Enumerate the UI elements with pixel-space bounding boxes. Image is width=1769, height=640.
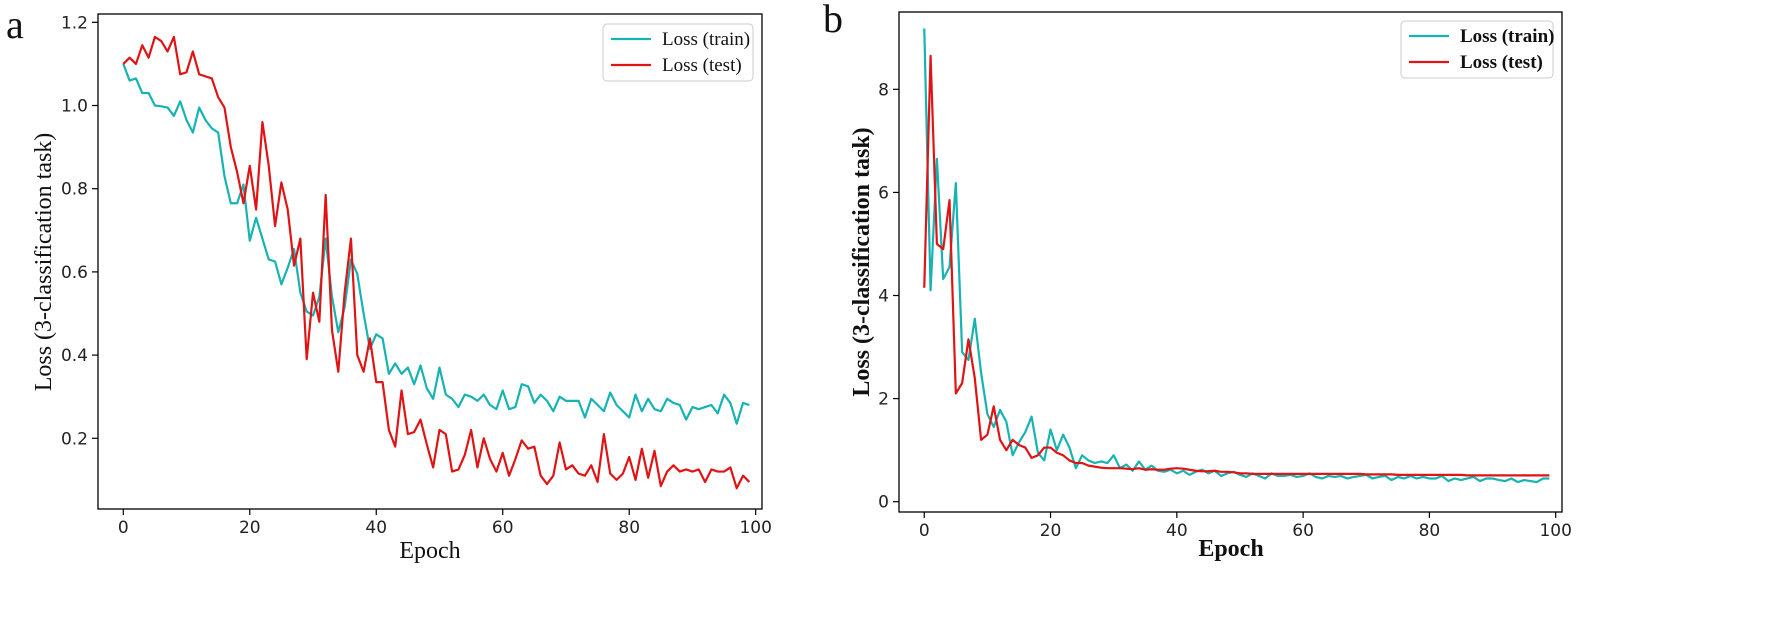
- panel-b-legend-train-label: Loss (train): [1460, 26, 1554, 47]
- panel-b-y-tick-label: 4: [878, 287, 889, 307]
- panel-a-letter: a: [6, 2, 24, 47]
- panel-b-train-loss-line: [923, 28, 1550, 484]
- panel-a-legend-test-label: Loss (test): [662, 55, 742, 76]
- panel-b-axes-frame: [898, 11, 1563, 513]
- panel-a-y-tick-label: 0.8: [61, 180, 88, 200]
- panel-b-y-tick-label: 2: [878, 390, 889, 410]
- panel-a-y-tick-label: 1.2: [61, 13, 88, 33]
- panel-a-x-tick-label: 20: [239, 518, 261, 538]
- panel-b-x-axis-label: Epoch: [1198, 536, 1263, 562]
- panel-b-y-tick-label: 0: [878, 493, 889, 513]
- panel-b-y-tick-label: 6: [878, 183, 889, 203]
- panel-b-test-loss-line: [923, 54, 1550, 477]
- panel-a-y-tick-label: 0.2: [61, 429, 88, 449]
- panel-b-letter: b: [823, 0, 843, 41]
- panel-a: a 0 20 40 60 80 100 0.2 0.4 0.6 0.8 1.0 1.2 Epoch L…: [6, 2, 772, 564]
- panel-b-ticks: 0 20 40 60 80 100 0 2 4 6 8: [878, 80, 1572, 541]
- panel-a-x-tick-label: 40: [365, 518, 387, 538]
- panel-b-x-tick-label: 80: [1419, 521, 1441, 541]
- panel-b: b 0 20 40 60 80 100 0 2 4 6 8 Epoch Loss (3-classi…: [823, 0, 1572, 562]
- panel-a-train-loss-line: [122, 63, 750, 425]
- panel-a-x-axis-label: Epoch: [399, 538, 460, 564]
- panel-a-x-tick-label: 0: [118, 518, 129, 538]
- panel-b-x-tick-label: 40: [1166, 521, 1188, 541]
- panel-a-y-tick-label: 1.0: [61, 97, 88, 117]
- panel-b-x-tick-label: 0: [919, 521, 930, 541]
- panel-b-x-tick-label: 60: [1292, 521, 1314, 541]
- panel-b-y-axis-label: Loss (3-classification task): [849, 127, 875, 396]
- panel-a-series: [122, 35, 751, 490]
- panel-a-y-tick-label: 0.4: [61, 346, 88, 366]
- panel-b-x-tick-label: 100: [1539, 521, 1571, 541]
- panel-a-test-loss-line: [122, 35, 751, 490]
- panel-a-x-tick-label: 60: [492, 518, 514, 538]
- panel-a-legend: Loss (train) Loss (test): [602, 23, 754, 82]
- panel-a-y-axis-label: Loss (3-classification task): [31, 133, 57, 392]
- panel-a-ticks: 0 20 40 60 80 100 0.2 0.4 0.6 0.8 1.0 1.2: [61, 13, 772, 538]
- panel-a-x-tick-label: 80: [618, 518, 640, 538]
- panel-a-legend-train-label: Loss (train): [662, 29, 750, 50]
- panel-a-y-tick-label: 0.6: [61, 263, 88, 283]
- panel-b-series: [923, 28, 1550, 484]
- panel-b-legend-test-label: Loss (test): [1460, 52, 1543, 73]
- panel-b-y-tick-label: 8: [878, 80, 889, 100]
- panel-b-legend: Loss (train) Loss (test): [1400, 20, 1554, 79]
- panel-a-x-tick-label: 100: [739, 518, 771, 538]
- panel-a-axes-frame: [97, 13, 763, 510]
- panel-b-x-tick-label: 20: [1040, 521, 1062, 541]
